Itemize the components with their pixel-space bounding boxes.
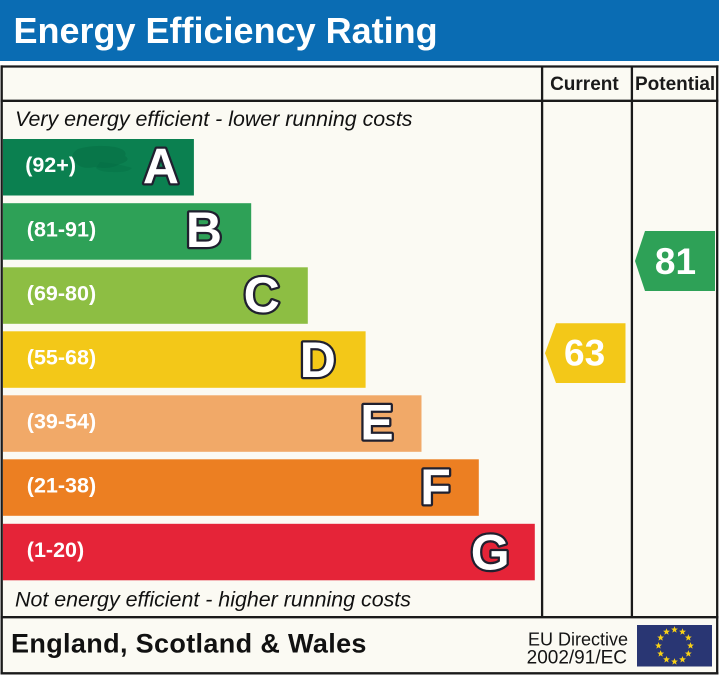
svg-text:Energy Efficiency Rating: Energy Efficiency Rating	[14, 10, 438, 51]
svg-text:Very energy efficient - lower: Very energy efficient - lower running co…	[15, 107, 413, 131]
svg-text:81: 81	[655, 241, 696, 282]
svg-text:63: 63	[564, 333, 605, 374]
svg-text:(39-54): (39-54)	[27, 410, 96, 434]
svg-text:2002/91/EC: 2002/91/EC	[527, 648, 627, 669]
svg-text:C: C	[244, 267, 280, 323]
svg-text:G: G	[471, 525, 510, 581]
svg-text:A: A	[143, 138, 179, 194]
svg-text:Not energy efficient - higher: Not energy efficient - higher running co…	[15, 587, 411, 611]
svg-text:England, Scotland & Wales: England, Scotland & Wales	[11, 628, 367, 658]
svg-text:(21-38): (21-38)	[27, 474, 96, 498]
svg-text:(55-68): (55-68)	[27, 346, 96, 370]
svg-text:(1-20): (1-20)	[27, 538, 84, 562]
svg-text:EU Directive: EU Directive	[528, 630, 628, 650]
svg-text:(92+): (92+)	[25, 153, 76, 177]
svg-text:(69-80): (69-80)	[27, 282, 96, 306]
svg-text:Potential: Potential	[635, 74, 715, 95]
svg-text:B: B	[186, 202, 222, 258]
svg-text:E: E	[360, 395, 393, 451]
svg-text:F: F	[420, 459, 451, 515]
svg-text:D: D	[300, 332, 336, 388]
svg-text:Current: Current	[550, 74, 619, 95]
svg-text:(81-91): (81-91)	[27, 217, 96, 241]
